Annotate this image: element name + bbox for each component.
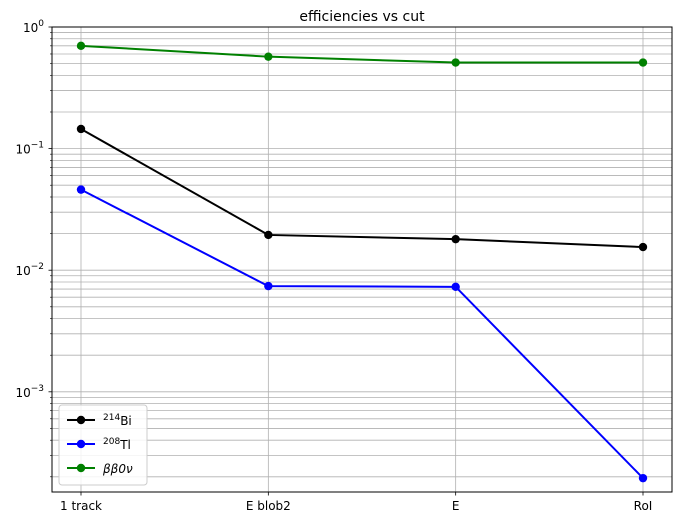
y-tick-label: 10−3 [15,384,44,400]
series-line [80,188,644,479]
legend: 214Bi 208Tl ββ0ν [58,404,148,486]
x-tick-label: RoI [634,499,653,513]
data-point [451,234,460,244]
data-point [638,473,648,483]
data-point [76,124,86,134]
data-point [451,282,460,292]
data-point [264,281,273,291]
data-point [264,52,273,61]
y-tick-label: 10−1 [15,141,44,157]
chart-title: efficiencies vs cut [299,9,425,25]
y-tick-label: 10−2 [15,262,44,278]
legend-marker [76,415,86,425]
legend-label: 208Tl [103,437,131,452]
axes: 1 track E blob2 E RoI 10−3 10−2 10−1 100 [15,19,652,513]
series-line [80,128,644,249]
legend-marker [76,439,86,449]
data-point [638,242,648,252]
legend-label: ββ0ν [102,462,133,476]
legend-marker [76,463,86,473]
data-point [76,185,86,194]
legend-label: 214Bi [103,413,132,428]
x-tick-label: E blob2 [246,499,291,513]
x-tick-label: E [452,499,460,513]
x-tick-label: 1 track [60,499,102,513]
y-tick-label: 100 [23,19,44,35]
series-layer [76,41,648,483]
data-point [638,58,648,67]
data-point [451,58,460,67]
series-line [80,44,643,64]
grid [52,26,672,492]
data-point [76,41,86,51]
plot-frame [51,26,673,493]
data-point [264,230,273,240]
